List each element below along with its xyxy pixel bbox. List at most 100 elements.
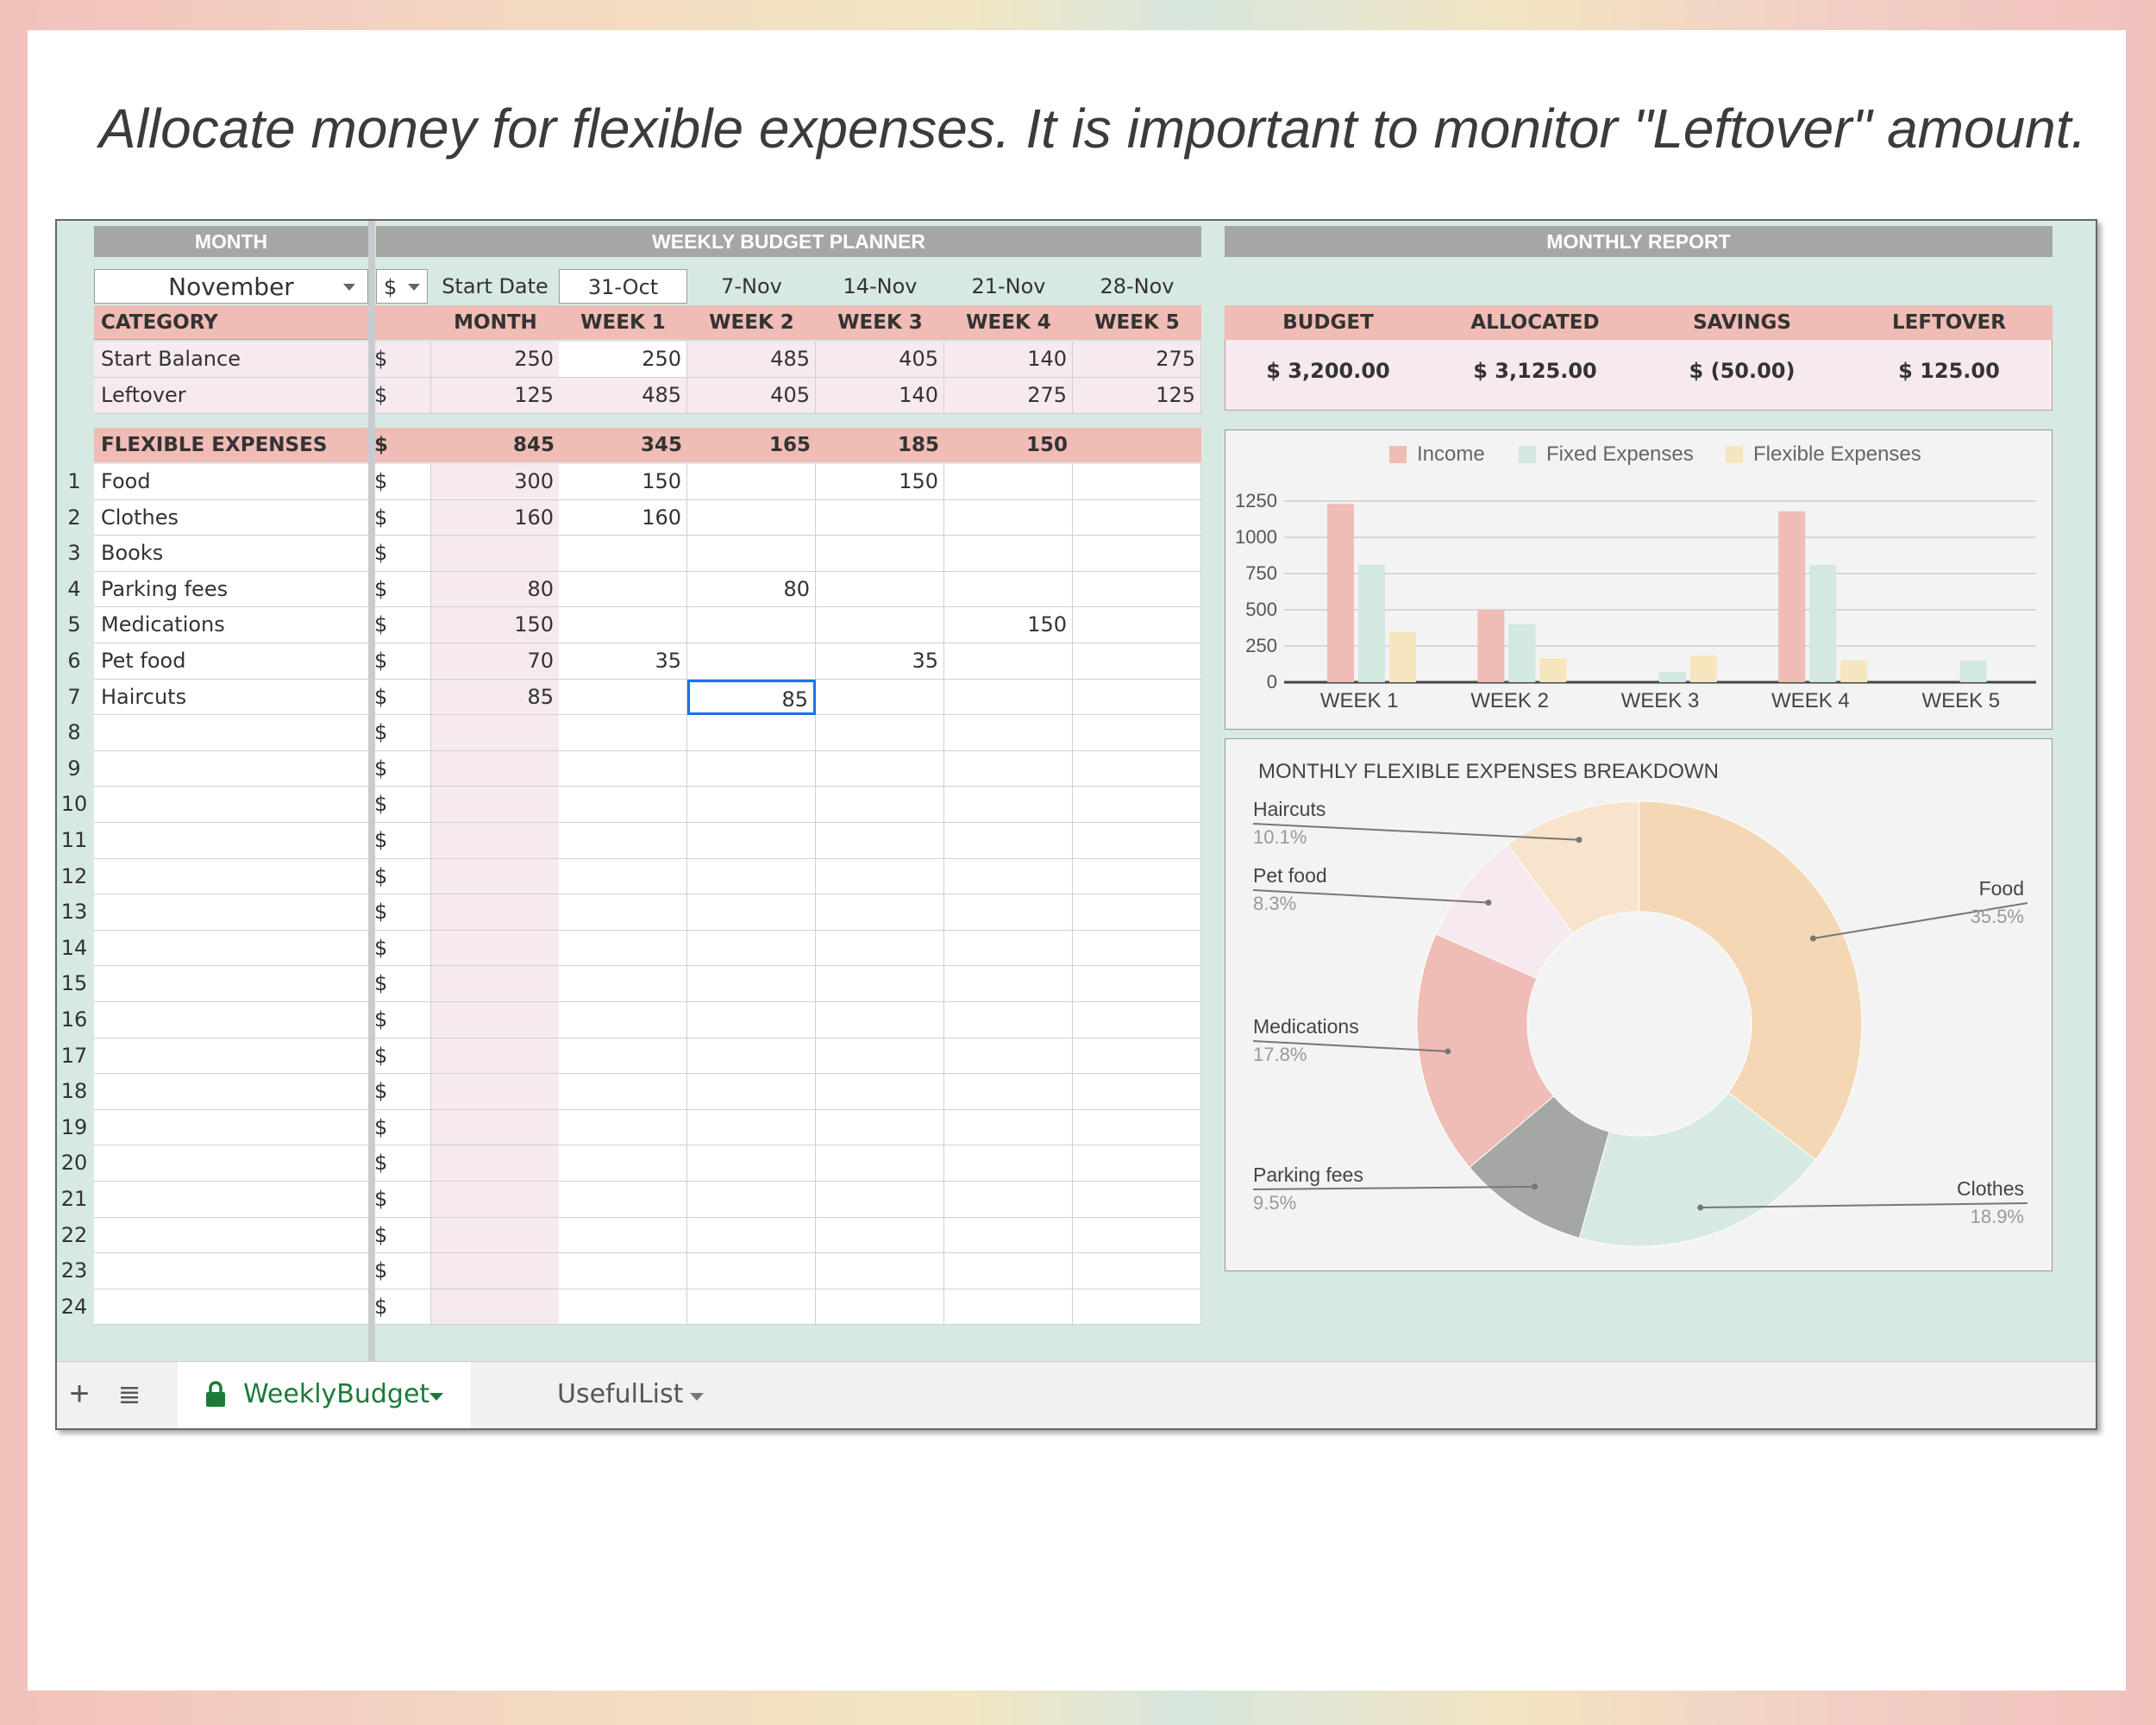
selected-cell[interactable]: 85 xyxy=(687,679,816,716)
expense-cell[interactable] xyxy=(944,823,1073,859)
expense-cell[interactable] xyxy=(431,966,560,1002)
expense-label[interactable] xyxy=(94,1289,368,1326)
expense-cell[interactable] xyxy=(687,536,816,572)
expense-cell[interactable] xyxy=(816,894,944,931)
expense-cell[interactable] xyxy=(1073,679,1201,716)
expense-cell[interactable] xyxy=(687,1289,816,1326)
expense-cell[interactable]: 150 xyxy=(816,464,944,500)
expense-cell[interactable] xyxy=(816,1145,944,1182)
expense-cell[interactable] xyxy=(816,1074,944,1110)
start-date-cell[interactable]: 7-Nov xyxy=(721,274,782,298)
summary-cell[interactable]: 405 xyxy=(816,342,944,378)
expense-cell[interactable] xyxy=(559,1217,687,1254)
expense-label[interactable] xyxy=(94,750,368,787)
expense-cell[interactable]: 300 xyxy=(431,464,560,500)
month-select[interactable]: November xyxy=(94,269,368,304)
expense-cell[interactable] xyxy=(944,930,1073,967)
summary-cell[interactable]: 250 xyxy=(559,342,687,378)
expense-cell[interactable] xyxy=(944,1253,1073,1289)
expense-cell[interactable] xyxy=(816,499,944,536)
expense-cell[interactable] xyxy=(687,715,816,751)
expense-cell[interactable] xyxy=(687,858,816,895)
expense-cell[interactable] xyxy=(431,1217,560,1254)
expense-cell[interactable]: 85 xyxy=(431,679,560,716)
expense-label[interactable] xyxy=(94,823,368,859)
expense-cell[interactable] xyxy=(431,858,560,895)
expense-label[interactable] xyxy=(94,966,368,1002)
expense-cell[interactable] xyxy=(431,787,560,823)
expense-cell[interactable] xyxy=(559,930,687,967)
expense-cell[interactable] xyxy=(431,1182,560,1218)
expense-cell[interactable] xyxy=(944,1289,1073,1326)
expense-cell[interactable] xyxy=(431,750,560,787)
expense-label[interactable] xyxy=(94,1002,368,1038)
expense-cell[interactable]: 160 xyxy=(431,499,560,536)
expense-label[interactable] xyxy=(94,858,368,895)
expense-label[interactable] xyxy=(94,894,368,931)
expense-cell[interactable] xyxy=(687,1038,816,1075)
summary-cell[interactable]: 485 xyxy=(559,378,687,414)
expense-label[interactable] xyxy=(94,1074,368,1110)
start-date-cell[interactable]: 31-Oct xyxy=(559,269,687,304)
expense-cell[interactable] xyxy=(687,750,816,787)
expense-cell[interactable]: 150 xyxy=(944,607,1073,643)
expense-cell[interactable] xyxy=(687,894,816,931)
expense-cell[interactable] xyxy=(1073,823,1201,859)
expense-cell[interactable] xyxy=(944,1074,1073,1110)
expense-label[interactable]: Parking fees xyxy=(94,571,368,608)
start-date-cell[interactable]: 21-Nov xyxy=(971,274,1046,298)
expense-cell[interactable] xyxy=(944,1109,1073,1146)
expense-cell[interactable] xyxy=(816,1217,944,1254)
expense-cell[interactable] xyxy=(559,823,687,859)
start-date-cell[interactable]: 28-Nov xyxy=(1100,274,1175,298)
expense-cell[interactable] xyxy=(944,1002,1073,1038)
expense-cell[interactable] xyxy=(1073,607,1201,643)
expense-cell[interactable] xyxy=(1073,715,1201,751)
expense-cell[interactable] xyxy=(431,536,560,572)
expense-label[interactable]: Books xyxy=(94,536,368,572)
expense-cell[interactable] xyxy=(1073,930,1201,967)
expense-cell[interactable] xyxy=(687,823,816,859)
expense-cell[interactable] xyxy=(816,823,944,859)
expense-cell[interactable] xyxy=(431,1038,560,1075)
expense-cell[interactable] xyxy=(944,536,1073,572)
expense-cell[interactable] xyxy=(816,536,944,572)
expense-cell[interactable] xyxy=(944,679,1073,716)
expense-cell[interactable] xyxy=(1073,464,1201,500)
expense-cell[interactable] xyxy=(559,1289,687,1326)
expense-cell[interactable] xyxy=(944,1038,1073,1075)
expense-cell[interactable] xyxy=(816,750,944,787)
frozen-column-divider[interactable] xyxy=(368,221,375,1361)
expense-cell[interactable] xyxy=(559,1253,687,1289)
expense-label[interactable] xyxy=(94,1038,368,1075)
expense-label[interactable] xyxy=(94,1217,368,1254)
expense-cell[interactable]: 35 xyxy=(559,643,687,680)
expense-cell[interactable] xyxy=(687,1002,816,1038)
expense-cell[interactable]: 80 xyxy=(687,571,816,608)
summary-cell[interactable]: 140 xyxy=(944,342,1073,378)
expense-cell[interactable] xyxy=(431,1145,560,1182)
expense-cell[interactable] xyxy=(816,571,944,608)
summary-cell[interactable]: 275 xyxy=(944,378,1073,414)
expense-cell[interactable] xyxy=(816,1253,944,1289)
summary-cell[interactable]: 485 xyxy=(687,342,816,378)
summary-cell[interactable]: 405 xyxy=(687,378,816,414)
list-icon[interactable]: ≣ xyxy=(117,1378,141,1409)
expense-cell[interactable] xyxy=(816,715,944,751)
expense-cell[interactable] xyxy=(1073,643,1201,680)
expense-label[interactable] xyxy=(94,1182,368,1218)
summary-cell[interactable]: 250 xyxy=(431,342,560,378)
expense-cell[interactable] xyxy=(816,1182,944,1218)
expense-cell[interactable] xyxy=(687,787,816,823)
summary-cell[interactable]: 275 xyxy=(1073,342,1201,378)
expense-label[interactable]: Clothes xyxy=(94,499,368,536)
chevron-down-icon[interactable] xyxy=(429,1393,443,1401)
expense-cell[interactable] xyxy=(687,1145,816,1182)
expense-label[interactable] xyxy=(94,715,368,751)
expense-cell[interactable] xyxy=(944,1217,1073,1254)
currency-select[interactable]: $ xyxy=(376,269,428,304)
expense-cell[interactable] xyxy=(431,930,560,967)
expense-cell[interactable] xyxy=(1073,1074,1201,1110)
expense-cell[interactable] xyxy=(816,679,944,716)
expense-cell[interactable] xyxy=(559,1145,687,1182)
